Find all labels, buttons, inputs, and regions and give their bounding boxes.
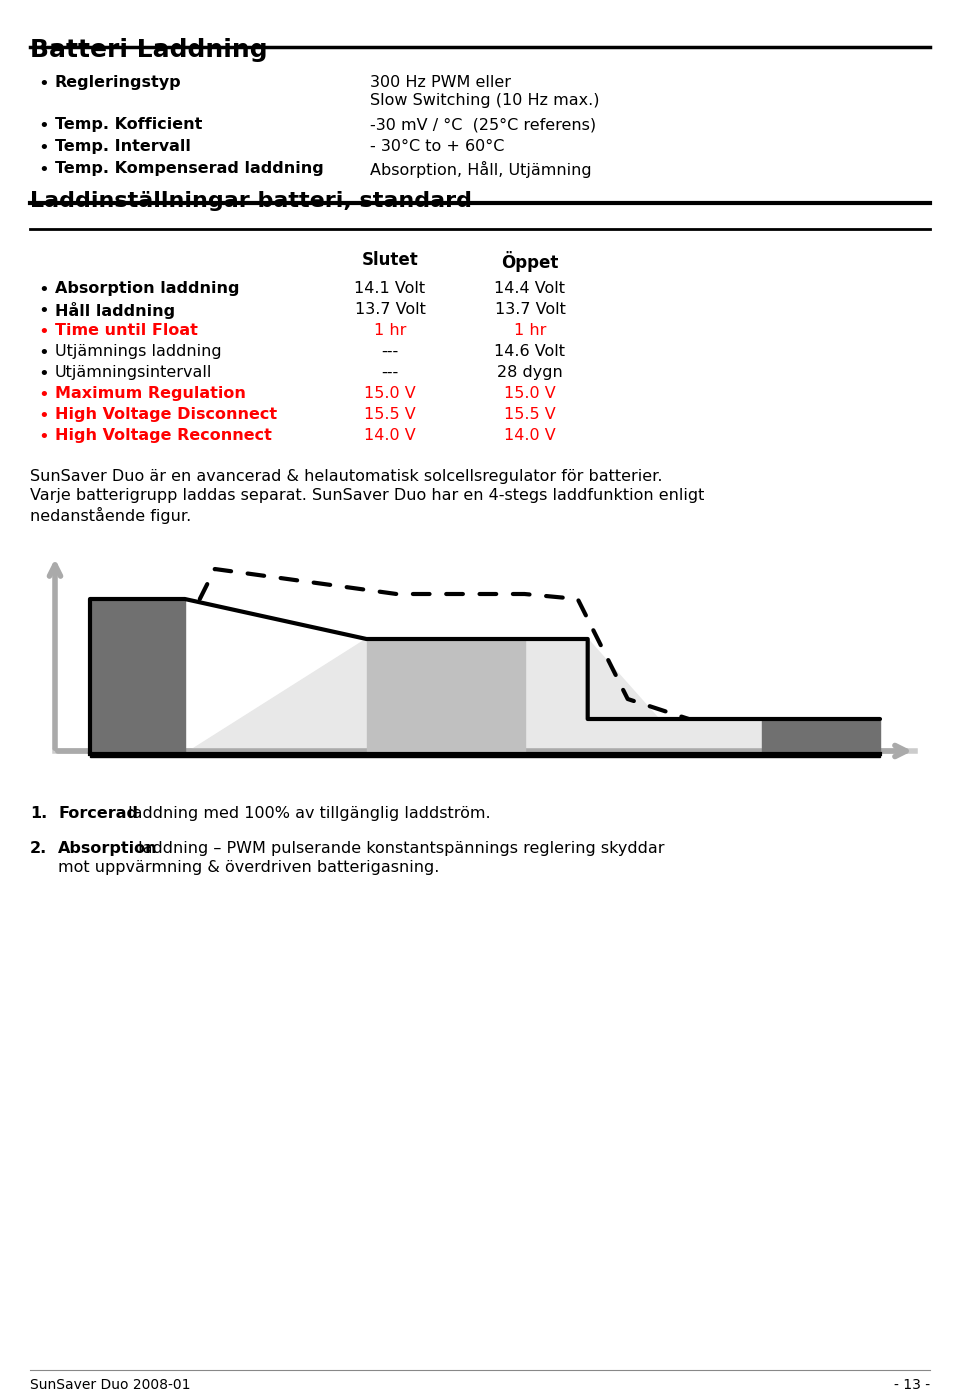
Text: Temp. Intervall: Temp. Intervall bbox=[55, 140, 191, 153]
Text: Håll laddning: Håll laddning bbox=[55, 301, 175, 319]
Text: 2.: 2. bbox=[30, 841, 47, 857]
Text: Temp. Kompenserad laddning: Temp. Kompenserad laddning bbox=[55, 160, 324, 176]
Text: - 13 -: - 13 - bbox=[894, 1378, 930, 1392]
Text: Batteri Laddning: Batteri Laddning bbox=[30, 38, 268, 61]
Text: Absorption, Håll, Utjämning: Absorption, Håll, Utjämning bbox=[370, 160, 591, 179]
Text: 14.1 Volt: 14.1 Volt bbox=[354, 280, 425, 296]
Text: -30 mV / °C  (25°C referens): -30 mV / °C (25°C referens) bbox=[370, 117, 596, 133]
Text: Time until Float: Time until Float bbox=[55, 324, 198, 338]
Text: Maximum Regulation: Maximum Regulation bbox=[55, 386, 246, 400]
Text: ---: --- bbox=[381, 345, 398, 359]
Text: 14.4 Volt: 14.4 Volt bbox=[494, 280, 565, 296]
Bar bbox=[90, 755, 880, 757]
Text: 300 Hz PWM eller: 300 Hz PWM eller bbox=[370, 75, 511, 91]
Text: Slow Switching (10 Hz max.): Slow Switching (10 Hz max.) bbox=[370, 93, 599, 107]
Text: Öppet: Öppet bbox=[501, 251, 559, 272]
Text: 14.0 V: 14.0 V bbox=[364, 428, 416, 444]
Text: SunSaver Duo är en avancerad & helautomatisk solcellsregulator för batterier.: SunSaver Duo är en avancerad & helautoma… bbox=[30, 469, 662, 484]
Text: 15.5 V: 15.5 V bbox=[504, 407, 556, 423]
Text: •: • bbox=[38, 301, 49, 319]
Text: •: • bbox=[38, 428, 49, 446]
Text: •: • bbox=[38, 117, 49, 135]
Text: ---: --- bbox=[381, 365, 398, 379]
Text: 15.5 V: 15.5 V bbox=[364, 407, 416, 423]
Text: 1.: 1. bbox=[30, 806, 47, 822]
Text: 14.0 V: 14.0 V bbox=[504, 428, 556, 444]
Text: •: • bbox=[38, 365, 49, 384]
Text: •: • bbox=[38, 345, 49, 361]
Text: High Voltage Disconnect: High Voltage Disconnect bbox=[55, 407, 277, 423]
Text: •: • bbox=[38, 324, 49, 340]
Text: 13.7 Volt: 13.7 Volt bbox=[494, 301, 565, 317]
Text: Absorption laddning: Absorption laddning bbox=[55, 280, 239, 296]
Text: Varje batterigrupp laddas separat. SunSaver Duo har en 4-stegs laddfunktion enli: Varje batterigrupp laddas separat. SunSa… bbox=[30, 488, 705, 504]
Text: 1 hr: 1 hr bbox=[373, 324, 406, 338]
Text: Absorption: Absorption bbox=[58, 841, 157, 857]
Polygon shape bbox=[90, 598, 184, 755]
Text: 15.0 V: 15.0 V bbox=[364, 386, 416, 400]
Polygon shape bbox=[761, 718, 880, 755]
Text: laddning med 100% av tillgänglig laddström.: laddning med 100% av tillgänglig laddstr… bbox=[123, 806, 491, 822]
Text: Utjämnings laddning: Utjämnings laddning bbox=[55, 345, 222, 359]
Polygon shape bbox=[90, 639, 880, 755]
Polygon shape bbox=[367, 639, 524, 755]
Text: •: • bbox=[38, 407, 49, 425]
Text: •: • bbox=[38, 280, 49, 299]
Text: •: • bbox=[38, 75, 49, 93]
Text: Forcerad: Forcerad bbox=[58, 806, 138, 822]
Text: 15.0 V: 15.0 V bbox=[504, 386, 556, 400]
Text: •: • bbox=[38, 140, 49, 158]
Text: nedanstående figur.: nedanstående figur. bbox=[30, 506, 191, 525]
Text: High Voltage Reconnect: High Voltage Reconnect bbox=[55, 428, 272, 444]
Text: Slutet: Slutet bbox=[362, 251, 419, 269]
Text: 13.7 Volt: 13.7 Volt bbox=[354, 301, 425, 317]
Text: 28 dygn: 28 dygn bbox=[497, 365, 563, 379]
Text: Regleringstyp: Regleringstyp bbox=[55, 75, 181, 91]
Text: Utjämningsintervall: Utjämningsintervall bbox=[55, 365, 212, 379]
Text: mot uppvärmning & överdriven batterigasning.: mot uppvärmning & överdriven batterigasn… bbox=[58, 859, 440, 875]
Text: 14.6 Volt: 14.6 Volt bbox=[494, 345, 565, 359]
Text: Temp. Kofficient: Temp. Kofficient bbox=[55, 117, 203, 133]
Text: laddning – PWM pulserande konstantspännings reglering skyddar: laddning – PWM pulserande konstantspänni… bbox=[133, 841, 664, 857]
Text: •: • bbox=[38, 160, 49, 179]
Text: •: • bbox=[38, 386, 49, 405]
Text: - 30°C to + 60°C: - 30°C to + 60°C bbox=[370, 140, 504, 153]
Text: Laddinställningar batteri, standard: Laddinställningar batteri, standard bbox=[30, 191, 472, 211]
Text: 1 hr: 1 hr bbox=[514, 324, 546, 338]
Text: SunSaver Duo 2008-01: SunSaver Duo 2008-01 bbox=[30, 1378, 190, 1392]
